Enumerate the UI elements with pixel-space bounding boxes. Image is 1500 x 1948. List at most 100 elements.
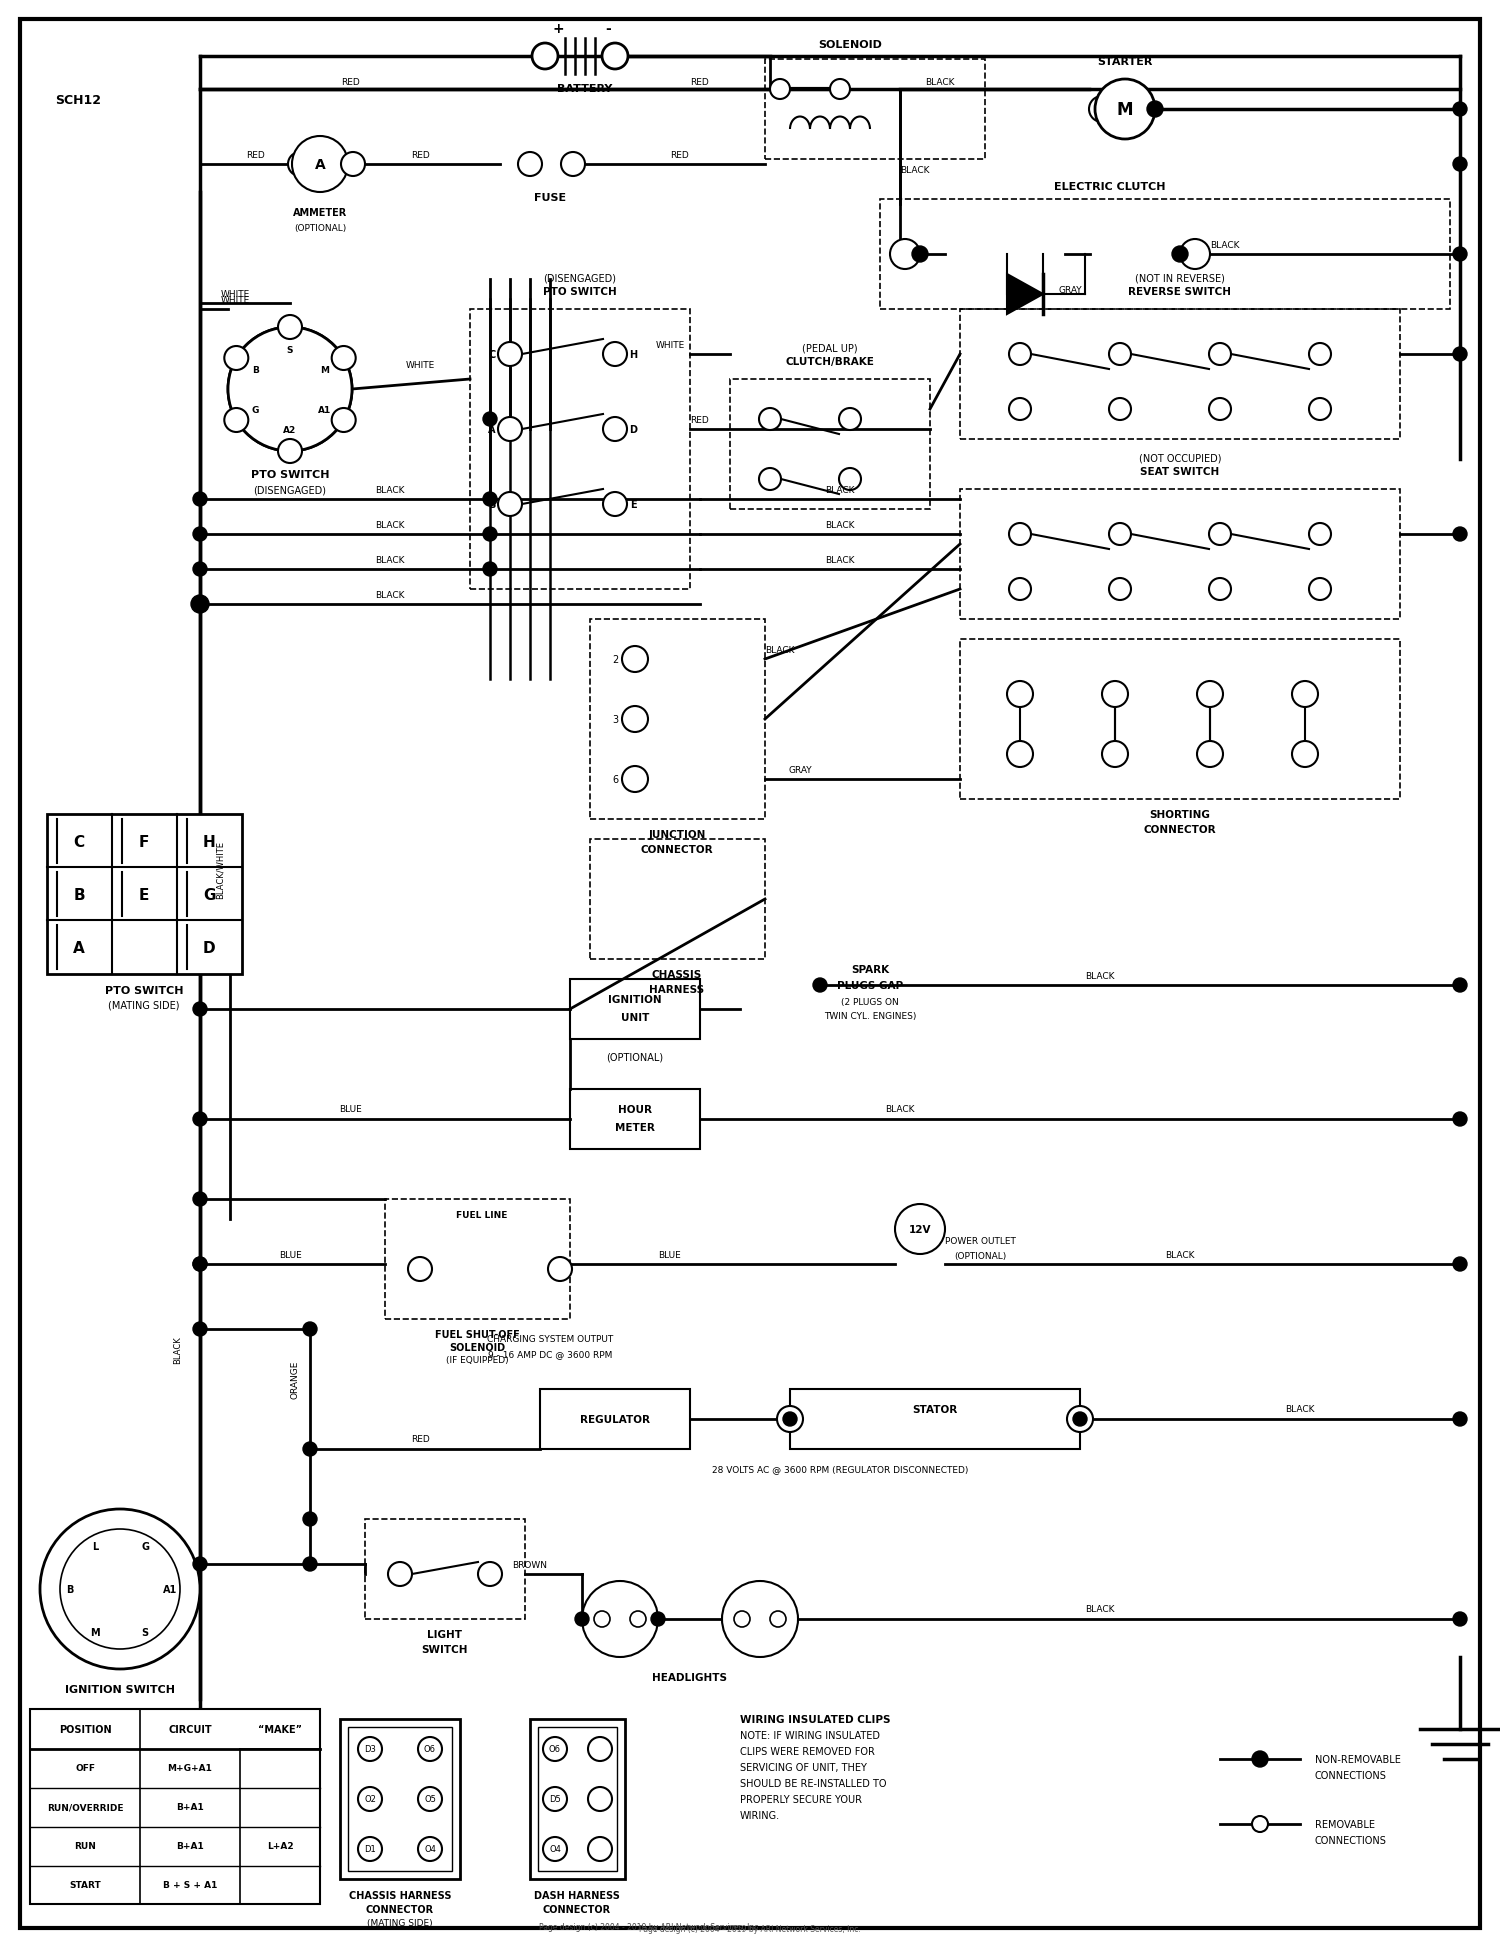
Bar: [880, 201, 1450, 310]
Text: BLACK: BLACK: [765, 645, 795, 655]
Circle shape: [1180, 240, 1210, 271]
Text: (OPTIONAL): (OPTIONAL): [954, 1251, 1006, 1260]
Circle shape: [194, 1112, 207, 1126]
Circle shape: [419, 1786, 442, 1812]
Text: RUN: RUN: [74, 1841, 96, 1851]
Circle shape: [1454, 103, 1467, 117]
Text: STARTER: STARTER: [1098, 56, 1152, 66]
Circle shape: [830, 80, 850, 99]
Text: B + S + A1: B + S + A1: [164, 1880, 218, 1890]
Bar: [960, 489, 1400, 619]
Circle shape: [777, 1406, 802, 1432]
Circle shape: [278, 440, 302, 464]
Text: IGNITION: IGNITION: [608, 995, 662, 1005]
Text: WHITE: WHITE: [656, 341, 684, 349]
Text: A2: A2: [284, 425, 297, 434]
Text: WHITE: WHITE: [405, 360, 435, 370]
Text: SHORTING: SHORTING: [1149, 810, 1210, 820]
Circle shape: [194, 1256, 207, 1272]
Text: AMMETER: AMMETER: [292, 208, 346, 218]
Circle shape: [358, 1738, 382, 1761]
Circle shape: [622, 707, 648, 732]
Text: REMOVABLE: REMOVABLE: [1316, 1819, 1376, 1829]
Text: HARNESS: HARNESS: [650, 984, 705, 995]
Circle shape: [40, 1510, 200, 1669]
Text: G: G: [252, 405, 260, 415]
Text: BLUE: BLUE: [279, 1251, 302, 1258]
Text: SHOULD BE RE-INSTALLED TO: SHOULD BE RE-INSTALLED TO: [740, 1779, 886, 1788]
Circle shape: [225, 347, 249, 370]
Text: PROPERLY SECURE YOUR: PROPERLY SECURE YOUR: [740, 1794, 862, 1804]
Text: SOLENOID: SOLENOID: [448, 1342, 506, 1352]
Circle shape: [483, 528, 496, 542]
Circle shape: [483, 493, 496, 506]
Text: (MATING SIDE): (MATING SIDE): [368, 1919, 434, 1927]
Circle shape: [1089, 97, 1114, 123]
Circle shape: [478, 1562, 502, 1586]
Circle shape: [1292, 742, 1318, 768]
Text: O2: O2: [364, 1794, 376, 1804]
Text: O6: O6: [424, 1745, 436, 1753]
Text: Page design (c) 2004 - 2019 by ARI Network Services, Inc.: Page design (c) 2004 - 2019 by ARI Netwo…: [639, 1925, 861, 1934]
Text: (OPTIONAL): (OPTIONAL): [606, 1052, 663, 1062]
Circle shape: [1108, 345, 1131, 366]
Text: SCH12: SCH12: [56, 94, 100, 107]
Text: CHASSIS: CHASSIS: [652, 970, 702, 980]
Text: BLACK: BLACK: [926, 78, 954, 86]
Text: B: B: [252, 366, 260, 374]
Bar: [570, 980, 700, 1040]
Circle shape: [602, 45, 628, 70]
Text: D1: D1: [364, 1845, 376, 1854]
Bar: [960, 639, 1400, 799]
Circle shape: [1172, 247, 1188, 263]
Text: NON-REMOVABLE: NON-REMOVABLE: [1316, 1753, 1401, 1765]
Text: REGULATOR: REGULATOR: [580, 1414, 650, 1424]
Circle shape: [194, 1192, 207, 1206]
Text: BLUE: BLUE: [658, 1251, 681, 1258]
Circle shape: [588, 1837, 612, 1860]
Circle shape: [1066, 1406, 1094, 1432]
Circle shape: [332, 347, 356, 370]
Circle shape: [1010, 524, 1031, 545]
Text: 12V: 12V: [909, 1225, 932, 1235]
Text: BLACK: BLACK: [825, 520, 855, 530]
Text: CLUTCH/BRAKE: CLUTCH/BRAKE: [786, 356, 874, 366]
Circle shape: [574, 1613, 590, 1627]
Text: BLACK: BLACK: [375, 590, 405, 600]
Text: CONNECTIONS: CONNECTIONS: [1316, 1835, 1388, 1845]
Text: CONNECTOR: CONNECTOR: [1143, 824, 1216, 834]
Circle shape: [408, 1256, 432, 1282]
Text: D: D: [202, 941, 216, 955]
Bar: [730, 380, 930, 510]
Circle shape: [1010, 399, 1031, 421]
Circle shape: [1454, 349, 1467, 362]
Circle shape: [358, 1837, 382, 1860]
Circle shape: [483, 563, 496, 577]
Bar: [364, 1519, 525, 1619]
Circle shape: [532, 45, 558, 70]
Circle shape: [770, 1611, 786, 1627]
Circle shape: [588, 1786, 612, 1812]
Text: OFF: OFF: [75, 1763, 94, 1773]
Circle shape: [498, 417, 522, 442]
Text: POWER OUTLET: POWER OUTLET: [945, 1237, 1016, 1247]
Circle shape: [770, 80, 790, 99]
Circle shape: [1209, 399, 1231, 421]
Circle shape: [1209, 524, 1231, 545]
Text: BLACK: BLACK: [174, 1336, 183, 1364]
Text: DASH HARNESS: DASH HARNESS: [534, 1890, 620, 1899]
Circle shape: [1454, 1112, 1467, 1126]
Circle shape: [1108, 399, 1131, 421]
Text: BLACK: BLACK: [900, 166, 930, 175]
Text: B+A1: B+A1: [176, 1841, 204, 1851]
Circle shape: [498, 493, 522, 516]
Circle shape: [1454, 528, 1467, 542]
Text: “MAKE”: “MAKE”: [258, 1724, 302, 1734]
Text: M: M: [1116, 101, 1132, 119]
Bar: [340, 1720, 460, 1880]
Text: A1: A1: [164, 1584, 177, 1593]
Text: S: S: [286, 345, 294, 355]
Text: HEADLIGHTS: HEADLIGHTS: [652, 1671, 728, 1683]
Text: RED: RED: [670, 150, 690, 160]
Text: PTO SWITCH: PTO SWITCH: [543, 286, 616, 296]
